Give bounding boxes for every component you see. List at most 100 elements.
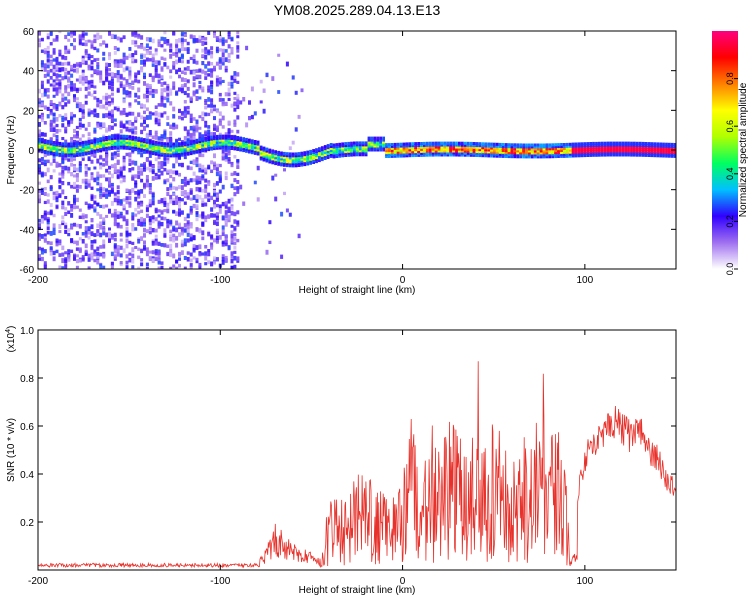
- spectrogram-cell: [210, 160, 214, 165]
- spectrogram-cell: [172, 238, 176, 243]
- spectrogram-cell: [96, 229, 100, 233]
- spectrogram-cell: [583, 154, 587, 158]
- x-tick-label: -200: [28, 275, 48, 286]
- spectrogram-cell: [163, 180, 167, 185]
- spectrogram-cell: [137, 201, 141, 205]
- spectrogram-cell: [650, 146, 654, 150]
- spectrogram-cell: [533, 153, 537, 157]
- spectrogram-cell: [227, 81, 231, 87]
- spectrogram-cell: [73, 185, 76, 189]
- spectrogram-cell: [99, 174, 103, 179]
- spectrogram-cell: [554, 143, 557, 147]
- spectrogram-cell: [108, 170, 111, 175]
- spectrogram-cell: [233, 236, 237, 241]
- spectrogram-cell: [163, 233, 167, 238]
- spectrogram-cell: [388, 151, 391, 154]
- spectrogram-cell: [510, 151, 514, 155]
- spectrogram-cell: [73, 139, 76, 144]
- spectrogram-cell: [458, 153, 461, 157]
- spectrogram-cell: [183, 110, 187, 116]
- spectrogram-cell: [215, 109, 219, 114]
- spectrogram-cell: [463, 143, 467, 147]
- spectrogram-cell: [40, 80, 44, 85]
- spectrogram-cell: [93, 140, 97, 144]
- spectrogram-cell: [218, 64, 222, 69]
- spectrogram-cell: [128, 47, 132, 51]
- spectrogram-cell: [143, 150, 146, 153]
- spectrogram-cell: [119, 146, 123, 150]
- spectrogram-cell: [78, 248, 82, 254]
- spectrogram-cell: [338, 148, 342, 152]
- spectrogram-cell: [560, 147, 563, 150]
- spectrogram-cell: [122, 248, 126, 254]
- spectrogram-cell: [490, 154, 493, 158]
- spectrogram-cell: [440, 153, 444, 157]
- spectrogram-cell: [510, 149, 514, 153]
- spectrogram-cell: [145, 229, 149, 234]
- spectrogram-cell: [215, 138, 219, 142]
- spectrogram-cell: [84, 50, 88, 55]
- spectrogram-cell: [70, 64, 74, 70]
- spectrogram-cell: [110, 147, 114, 150]
- spectrogram-cell: [204, 64, 208, 69]
- spectrogram-cell: [113, 136, 117, 140]
- spectrogram-cell: [55, 117, 59, 122]
- spectrogram-cell: [198, 146, 202, 149]
- spectrogram-cell: [166, 154, 170, 158]
- spectrogram-cell: [180, 147, 184, 151]
- spectrogram-cell: [201, 116, 205, 122]
- spectrogram-cell: [108, 165, 111, 170]
- spectrogram-cell: [507, 151, 511, 155]
- spectrogram-cell: [198, 148, 202, 151]
- spectrogram-cell: [145, 179, 149, 183]
- spectrogram-cell: [186, 150, 190, 154]
- spectrogram-cell: [318, 147, 321, 151]
- spectrogram-cell: [673, 143, 676, 146]
- spectrogram-cell: [172, 200, 176, 206]
- spectrogram-cell: [347, 151, 350, 155]
- spectrogram-cell: [390, 148, 394, 152]
- spectrogram-cell: [210, 145, 213, 149]
- spectrogram-cell: [428, 147, 432, 151]
- spectrogram-cell: [204, 215, 208, 219]
- spectrogram-cell: [125, 146, 129, 150]
- spectrogram-cell: [662, 152, 665, 156]
- spectrogram-cell: [137, 148, 140, 152]
- spectrogram-cell: [110, 86, 114, 92]
- spectrogram-cell: [186, 148, 190, 152]
- spectrogram-cell: [493, 148, 496, 152]
- spectrogram-cell: [143, 119, 146, 125]
- spectrogram-cell: [119, 175, 123, 179]
- spectrogram-cell: [498, 142, 502, 146]
- spectrogram-cell: [140, 236, 144, 242]
- spectrogram-cell: [160, 82, 164, 87]
- spectrogram-cell: [55, 205, 59, 209]
- spectrogram-cell: [621, 153, 625, 157]
- spectrogram-cell: [186, 93, 190, 98]
- spectrogram-cell: [329, 143, 333, 146]
- spectrogram-cell: [195, 89, 199, 94]
- spectrogram-cell: [577, 152, 581, 156]
- spectrogram-cell: [201, 111, 205, 116]
- spectrogram-cell: [183, 143, 187, 147]
- spectrogram-cell: [195, 60, 199, 65]
- spectrogram-cell: [178, 213, 181, 217]
- spectrogram-cell: [55, 60, 59, 66]
- spectrogram-cell: [87, 112, 91, 117]
- spectrogram-cell: [189, 222, 193, 226]
- spectrogram-cell: [128, 191, 132, 196]
- spectrogram-cell: [58, 224, 62, 229]
- spectrogram-cell: [73, 38, 76, 43]
- spectrogram-cell: [306, 152, 310, 156]
- spectrogram-cell: [81, 37, 85, 41]
- spectrogram-cell: [236, 45, 240, 50]
- spectrogram-cell: [175, 48, 179, 53]
- spectrogram-cell: [227, 120, 231, 125]
- spectrogram-cell: [38, 103, 41, 108]
- spectrogram-cell: [609, 151, 613, 155]
- spectrogram-cell: [233, 233, 237, 237]
- spectrogram-cell: [455, 143, 458, 147]
- spectrogram-cell: [52, 94, 56, 98]
- spectrogram-cell: [186, 59, 190, 64]
- spectrogram-cell: [175, 142, 178, 146]
